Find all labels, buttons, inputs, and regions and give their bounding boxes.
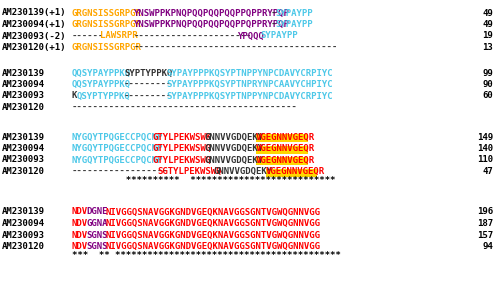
Text: NYGQYTPQGECCPQCNP: NYGQYTPQGECCPQCNP: [72, 156, 164, 165]
FancyBboxPatch shape: [256, 134, 308, 142]
Text: 90: 90: [482, 80, 493, 89]
Text: SGTYLPEKWSWQ: SGTYLPEKWSWQ: [157, 167, 222, 176]
Text: GNNVVGDQEKY: GNNVVGDQEKY: [204, 144, 264, 153]
Text: NYGQYTPQGECCPQCNP: NYGQYTPQGECCPQCNP: [72, 132, 164, 141]
FancyBboxPatch shape: [256, 157, 308, 165]
Text: 60: 60: [482, 91, 493, 100]
Text: GTYLPEKWSWQ: GTYLPEKWSWQ: [152, 144, 212, 153]
Text: VGEGNNVGEQR: VGEGNNVGEQR: [256, 156, 315, 165]
Text: GTYLPEKWSWQ: GTYLPEKWSWQ: [152, 156, 212, 165]
Text: YNSWPPKPNQPQQPQQPQQPPQPPRYPQP: YNSWPPKPNQPQQPQQPQQPPQPPRYPQP: [134, 20, 289, 29]
Text: AM230093: AM230093: [2, 230, 45, 239]
Text: AM230139(+1): AM230139(+1): [2, 9, 66, 18]
Text: GTYLPEKWSWK: GTYLPEKWSWK: [152, 132, 212, 141]
Text: AM230120(+1): AM230120(+1): [2, 43, 66, 52]
Text: AM230093: AM230093: [2, 156, 45, 165]
Text: AM230094: AM230094: [2, 80, 45, 89]
Text: AM230139: AM230139: [2, 69, 45, 78]
Text: QQSYPAYPPKQ: QQSYPAYPPKQ: [72, 80, 131, 89]
Text: NDV: NDV: [72, 208, 88, 217]
Text: GNNVVGDQEKY: GNNVVGDQEKY: [204, 132, 264, 141]
Text: SYPAYPPPKQSYPTNPPYNPCDAVYCRPIYC: SYPAYPPPKQSYPTNPPYNPCDAVYCRPIYC: [166, 69, 333, 78]
Text: NIVGGQSNAVGGKGNDVGEQKNAVGGSGNTVGWQGNNVGG: NIVGGQSNAVGGKGNDVGEQKNAVGGSGNTVGWQGNNVGG: [105, 219, 320, 228]
Text: ***  ** ******************************************: *** ** *********************************…: [72, 251, 341, 260]
Text: ---------: ---------: [124, 91, 172, 100]
Text: AM230093(-2): AM230093(-2): [2, 31, 66, 40]
Text: K: K: [72, 91, 78, 100]
Text: 47: 47: [482, 167, 493, 176]
Text: YPQQQ: YPQQQ: [237, 31, 264, 40]
Text: DGNE: DGNE: [86, 208, 108, 217]
Text: NYGQYTPQGECCPQCNP: NYGQYTPQGECCPQCNP: [72, 144, 164, 153]
Text: NIVGGQSNAVGGKGNDVGEQKNAVGGSGNTVGWQGNNVGG: NIVGGQSNAVGGKGNDVGEQKNAVGGSGNTVGWQGNNVGG: [105, 242, 320, 251]
Text: SYPAYPPPKQSYPTNPPYNPCDAVYCRPIYC: SYPAYPPPKQSYPTNPPYNPCDAVYCRPIYC: [166, 91, 333, 100]
Text: AM230120: AM230120: [2, 242, 45, 251]
Text: -: -: [270, 20, 276, 29]
Text: GGNA: GGNA: [86, 219, 108, 228]
Text: **********  ***************************: ********** ***************************: [72, 176, 336, 185]
FancyBboxPatch shape: [256, 146, 308, 154]
Text: 157: 157: [477, 230, 493, 239]
Text: 99: 99: [482, 69, 493, 78]
FancyBboxPatch shape: [266, 168, 318, 176]
Text: ------------------: ------------------: [72, 167, 169, 176]
Text: 19: 19: [482, 31, 493, 40]
Text: SYPAYPPPKQSYPTNPRYNPCAAVYCHPIYC: SYPAYPPPKQSYPTNPRYNPCAAVYCHPIYC: [166, 80, 333, 89]
Text: 149: 149: [477, 132, 493, 141]
Text: AM230120: AM230120: [2, 103, 45, 112]
Text: ----------------------: ----------------------: [134, 31, 252, 40]
Text: 196: 196: [477, 208, 493, 217]
Text: SYPAYPP: SYPAYPP: [261, 31, 298, 40]
Text: 110: 110: [477, 156, 493, 165]
Text: VGEGNNVGEQR: VGEGNNVGEQR: [256, 132, 315, 141]
Text: AM230094: AM230094: [2, 144, 45, 153]
Text: 49: 49: [482, 20, 493, 29]
Text: VGEGNNVGEQR: VGEGNNVGEQR: [256, 144, 315, 153]
Text: AM230094(+1): AM230094(+1): [2, 20, 66, 29]
Text: 187: 187: [477, 219, 493, 228]
Text: AM230139: AM230139: [2, 208, 45, 217]
Text: GNNVVGDQEKY: GNNVVGDQEKY: [214, 167, 272, 176]
Text: AM230139: AM230139: [2, 132, 45, 141]
Text: ---------: ---------: [124, 80, 172, 89]
Text: GNNVVGDQEKY: GNNVVGDQEKY: [204, 156, 264, 165]
Text: NIVGGQSNAVGGKGNDVGEQKNAVGGSGNTVGWQGNNVGG: NIVGGQSNAVGGKGNDVGEQKNAVGGSGNTVGWQGNNVGG: [105, 208, 320, 217]
Text: NDV: NDV: [72, 230, 88, 239]
Text: NIVGGQSNAVGGKGNDVGEQKNAVGGSGNTVGWQGNNVGG: NIVGGQSNAVGGKGNDVGEQKNAVGGSGNTVGWQGNNVGG: [105, 230, 320, 239]
Text: ------: ------: [72, 31, 104, 40]
Text: LAWSRPR: LAWSRPR: [100, 31, 138, 40]
Text: SGNS: SGNS: [86, 230, 108, 239]
Text: AM230120: AM230120: [2, 167, 45, 176]
Text: NDV: NDV: [72, 242, 88, 251]
Text: 13: 13: [482, 43, 493, 52]
Text: QSYPTYPPKQ: QSYPTYPPKQ: [76, 91, 130, 100]
Text: 49: 49: [482, 9, 493, 18]
Text: AM230094: AM230094: [2, 219, 45, 228]
Text: 140: 140: [477, 144, 493, 153]
Text: -: -: [270, 9, 276, 18]
Text: SYPTYPPKQ: SYPTYPPKQ: [124, 69, 172, 78]
Text: GRGNSISSGRPGR: GRGNSISSGRPGR: [72, 20, 142, 29]
Text: YNSWPPKPNQPQQPQQPQQPPQPPRYPQP: YNSWPPKPNQPQQPQQPQQPPQPPRYPQP: [134, 9, 289, 18]
Text: VGEGNNVGEQR: VGEGNNVGEQR: [266, 167, 324, 176]
Text: ------------------------------------------: ----------------------------------------…: [72, 103, 298, 112]
Text: NDV: NDV: [72, 219, 88, 228]
Text: SYPAYPP: SYPAYPP: [275, 9, 312, 18]
Text: SYPAYPP: SYPAYPP: [275, 20, 312, 29]
Text: --------------------------------------: --------------------------------------: [134, 43, 338, 52]
Text: AM230093: AM230093: [2, 91, 45, 100]
Text: GRGNSISSGRPGR: GRGNSISSGRPGR: [72, 43, 142, 52]
Text: QQSYPAYPPKQ: QQSYPAYPPKQ: [72, 69, 131, 78]
Text: GRGNSISSGRPGR: GRGNSISSGRPGR: [72, 9, 142, 18]
Text: 94: 94: [482, 242, 493, 251]
Text: SGNS: SGNS: [86, 242, 108, 251]
